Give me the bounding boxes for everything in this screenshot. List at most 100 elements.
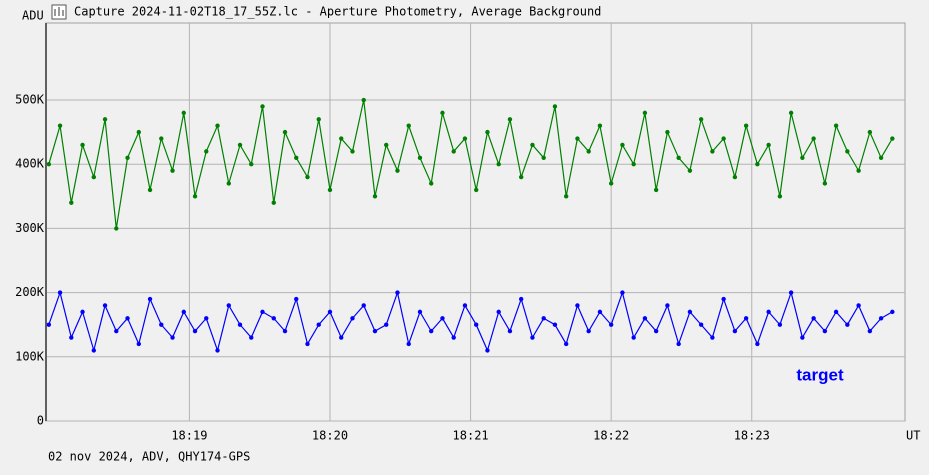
x-axis-label: UT (906, 429, 920, 443)
series-line (48, 99, 893, 229)
data-point (665, 129, 670, 135)
data-point (777, 322, 783, 327)
data-point (170, 335, 175, 340)
data-point (339, 136, 344, 141)
data-point (631, 335, 636, 340)
data-point (653, 328, 659, 334)
data-point (867, 129, 873, 135)
data-point (698, 117, 704, 122)
y-tick-label: 500K (15, 93, 45, 107)
data-point (766, 309, 771, 315)
data-point (429, 181, 434, 186)
data-point (170, 168, 175, 173)
data-point (620, 290, 625, 295)
data-point (271, 316, 276, 321)
data-point (474, 187, 479, 193)
y-tick-label: 200K (15, 285, 45, 299)
data-point (350, 149, 355, 154)
data-point (406, 123, 411, 128)
data-point (676, 155, 681, 161)
data-point (856, 303, 861, 308)
x-tick-label: 18:23 (734, 429, 770, 443)
y-tick-label: 0 (37, 414, 44, 428)
data-point (597, 309, 603, 315)
data-point (788, 110, 794, 116)
data-point (192, 328, 198, 334)
data-point (811, 316, 816, 321)
data-point (147, 187, 153, 193)
data-point (237, 142, 243, 148)
data-point (597, 123, 603, 128)
data-point (46, 162, 52, 167)
data-point (215, 123, 220, 128)
data-point (541, 155, 546, 161)
data-point (46, 322, 52, 327)
data-point (563, 341, 569, 347)
data-point (833, 123, 839, 128)
data-point (822, 181, 828, 186)
data-point (485, 348, 490, 353)
data-point (159, 322, 164, 327)
data-point (136, 341, 141, 347)
data-point (417, 309, 423, 315)
data-point (732, 328, 738, 334)
y-axis-label: ADU (22, 9, 44, 23)
data-point (676, 341, 681, 347)
data-point (507, 328, 513, 334)
data-point (406, 341, 411, 347)
data-point (114, 328, 119, 334)
data-point (575, 136, 580, 141)
legend-label: target (796, 365, 844, 384)
data-point (496, 162, 501, 167)
data-point (530, 335, 535, 340)
data-point (260, 104, 265, 109)
y-tick-label: 100K (15, 349, 45, 363)
data-point (57, 290, 63, 295)
caption: 02 nov 2024, ADV, QHY174-GPS (48, 450, 250, 464)
data-point (552, 322, 558, 327)
data-point (91, 174, 97, 180)
plot-area (45, 22, 906, 422)
data-point (586, 328, 591, 334)
data-point (721, 296, 726, 302)
series-line (48, 290, 893, 353)
data-point (215, 348, 220, 353)
data-point (518, 296, 524, 302)
data-point (384, 322, 389, 327)
data-point (485, 129, 490, 135)
data-point (631, 162, 636, 167)
data-point (462, 136, 468, 141)
data-point (575, 303, 580, 308)
data-point (327, 187, 333, 193)
data-point (147, 296, 153, 302)
data-point (620, 142, 625, 148)
data-point (710, 335, 715, 340)
data-point (642, 316, 648, 321)
data-point (777, 194, 783, 199)
data-point (732, 174, 738, 180)
data-point (788, 290, 794, 295)
data-point (384, 142, 389, 148)
data-point (474, 322, 479, 327)
data-point (226, 181, 231, 186)
data-point (878, 155, 884, 161)
data-point (260, 309, 265, 315)
data-point (350, 316, 355, 321)
data-point (833, 309, 839, 315)
data-point (294, 296, 299, 302)
data-point (237, 322, 243, 327)
data-point (204, 316, 209, 321)
data-point (125, 316, 130, 321)
data-point (665, 303, 670, 308)
data-point (339, 335, 344, 340)
data-point (586, 149, 591, 154)
data-point (800, 335, 805, 340)
data-point (181, 309, 186, 315)
data-point (192, 194, 198, 199)
data-point (642, 110, 648, 116)
data-point (226, 303, 231, 308)
x-tick-label: 18:19 (171, 429, 207, 443)
data-point (755, 162, 760, 167)
series (46, 290, 895, 353)
